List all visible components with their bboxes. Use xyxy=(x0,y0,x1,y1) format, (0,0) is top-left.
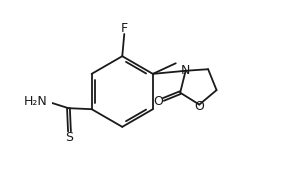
Text: F: F xyxy=(121,22,128,35)
Text: O: O xyxy=(154,95,164,108)
Text: O: O xyxy=(194,100,204,113)
Text: N: N xyxy=(181,64,190,77)
Text: S: S xyxy=(65,131,73,144)
Text: H₂N: H₂N xyxy=(23,95,47,108)
